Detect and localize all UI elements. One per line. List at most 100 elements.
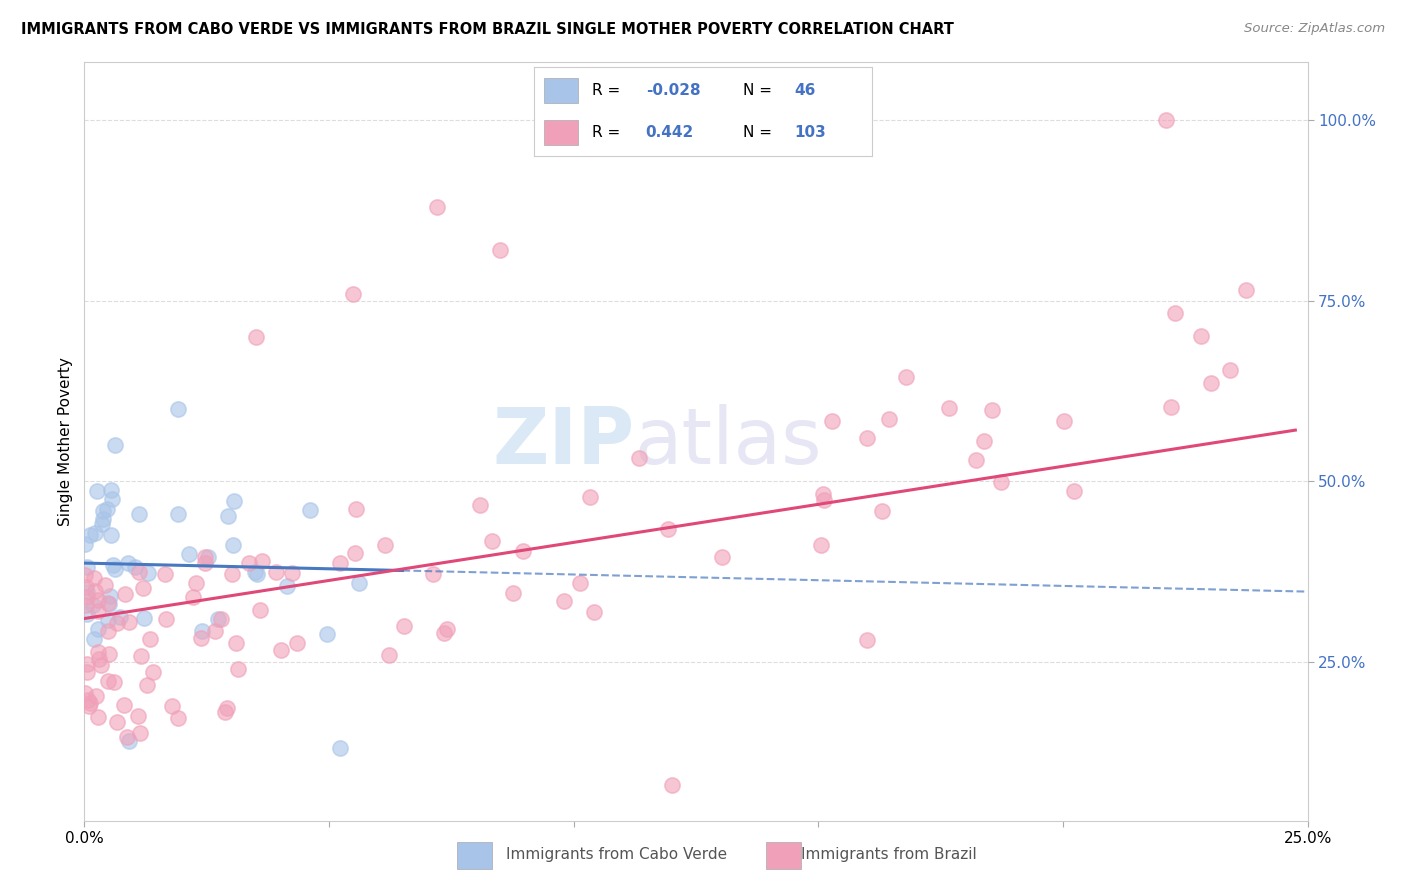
Text: 46: 46 [794, 83, 815, 97]
Point [1063, 484, 1085, 499]
Point [87, 592, 110, 607]
Point [502, 586, 524, 600]
Text: Source: ZipAtlas.com: Source: ZipAtlas.com [1244, 22, 1385, 36]
Point [329, 741, 352, 756]
Point [132, 611, 155, 625]
Text: Immigrants from Brazil: Immigrants from Brazil [801, 847, 977, 862]
Point [77, 698, 100, 713]
Point [112, 698, 135, 712]
Point [877, 412, 900, 426]
Point [76, 607, 98, 621]
Point [243, 565, 266, 579]
Point [86, 483, 108, 498]
Point [73, 568, 96, 582]
Point [128, 507, 150, 521]
Point [103, 558, 125, 572]
Point [250, 554, 273, 568]
Point [83, 571, 105, 585]
Point [82, 598, 104, 612]
Point [217, 700, 239, 714]
Point [167, 402, 190, 417]
Point [225, 636, 247, 650]
Point [481, 533, 503, 548]
Point [87, 604, 110, 618]
Point [221, 566, 243, 581]
Point [661, 778, 683, 792]
Point [132, 581, 155, 595]
Point [433, 625, 456, 640]
Point [139, 632, 162, 646]
Point [568, 576, 591, 591]
Point [217, 509, 239, 524]
Point [129, 649, 152, 664]
Point [97, 647, 120, 661]
Point [276, 578, 298, 592]
Point [105, 616, 128, 631]
Point [270, 643, 292, 657]
Point [79, 528, 101, 542]
Point [97, 613, 120, 627]
Point [97, 624, 120, 638]
Point [124, 559, 146, 574]
Text: IMMIGRANTS FROM CABO VERDE VS IMMIGRANTS FROM BRAZIL SINGLE MOTHER POVERTY CORRE: IMMIGRANTS FROM CABO VERDE VS IMMIGRANTS… [21, 22, 953, 37]
Point [394, 619, 416, 633]
Point [207, 612, 229, 626]
Point [315, 626, 337, 640]
Point [194, 557, 217, 571]
Bar [544, 120, 578, 145]
Point [86, 710, 108, 724]
Point [1199, 376, 1222, 391]
Point [821, 414, 844, 428]
Point [1164, 306, 1187, 320]
Text: N =: N = [744, 126, 772, 140]
Y-axis label: Single Mother Poverty: Single Mother Poverty [58, 357, 73, 526]
Text: atlas: atlas [636, 403, 823, 480]
Point [1160, 400, 1182, 414]
Point [186, 576, 208, 591]
Point [856, 633, 879, 648]
Point [245, 330, 267, 344]
Point [194, 550, 217, 565]
Text: N =: N = [744, 83, 772, 97]
Point [628, 451, 651, 466]
Point [76, 560, 98, 574]
Point [87, 651, 110, 665]
Point [344, 501, 367, 516]
Point [426, 200, 449, 214]
Point [810, 537, 832, 551]
Point [76, 585, 98, 599]
Text: R =: R = [592, 83, 620, 97]
Point [197, 550, 219, 565]
Point [79, 696, 101, 710]
Point [1219, 363, 1241, 377]
Text: -0.028: -0.028 [645, 83, 700, 97]
Point [87, 644, 110, 658]
Point [75, 686, 97, 700]
Point [75, 599, 97, 613]
Point [181, 591, 204, 605]
Point [1052, 414, 1074, 428]
Point [468, 498, 491, 512]
Point [347, 576, 370, 591]
Point [91, 517, 114, 532]
Point [246, 567, 269, 582]
Point [100, 492, 122, 507]
Bar [544, 78, 578, 103]
Point [129, 726, 152, 740]
Point [214, 705, 236, 719]
Point [329, 556, 352, 570]
Point [75, 536, 97, 550]
Point [226, 662, 249, 676]
Point [990, 475, 1012, 489]
Point [128, 565, 150, 579]
Point [118, 615, 141, 629]
Text: ZIP: ZIP [492, 403, 636, 480]
Point [167, 507, 190, 521]
Point [264, 565, 287, 579]
Point [103, 674, 125, 689]
Point [965, 453, 987, 467]
Text: 0.442: 0.442 [645, 126, 695, 140]
Point [136, 678, 159, 692]
Point [89, 657, 111, 672]
Point [489, 243, 512, 257]
